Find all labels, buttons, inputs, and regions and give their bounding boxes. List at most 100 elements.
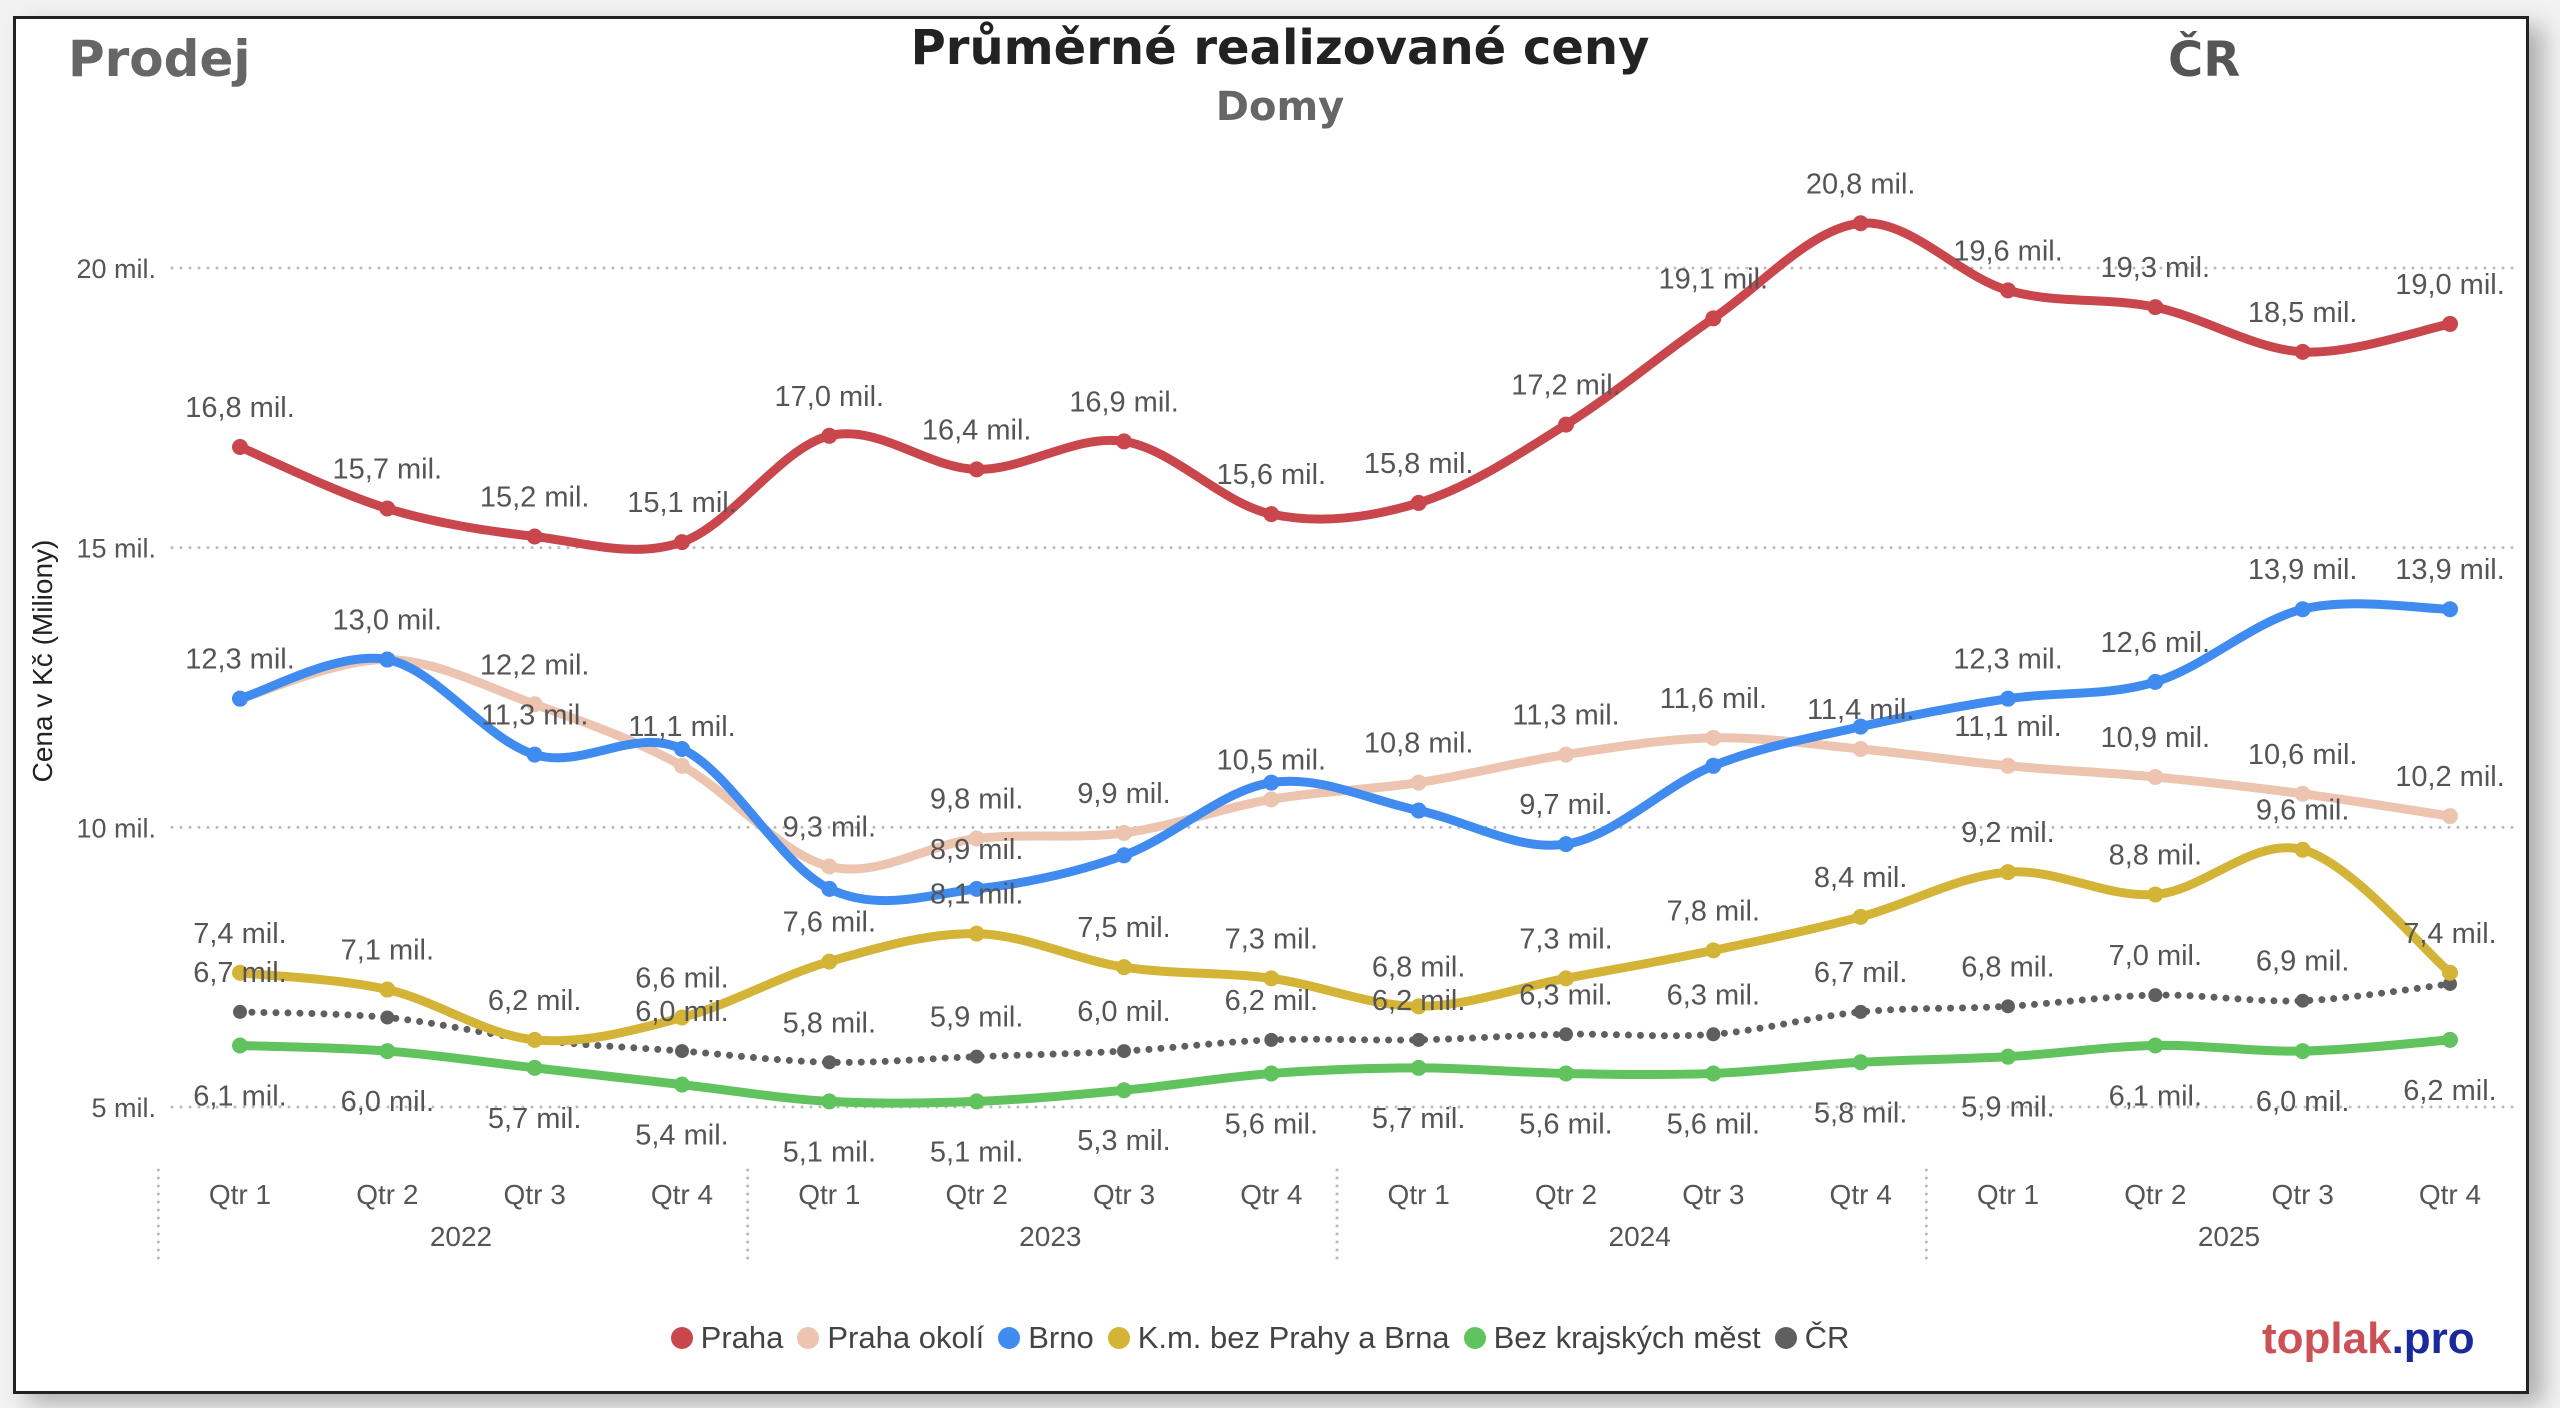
data-point[interactable] (2294, 601, 2311, 618)
data-point[interactable] (822, 1055, 837, 1070)
data-point[interactable] (379, 1043, 396, 1060)
data-point[interactable] (968, 880, 985, 897)
data-point[interactable] (2147, 886, 2164, 903)
data-point[interactable] (969, 1049, 984, 1064)
data-point[interactable] (232, 1037, 248, 1054)
data-point[interactable] (1263, 506, 1280, 523)
data-point[interactable] (1410, 494, 1427, 511)
legend-item[interactable]: K.m. bez Prahy a Brna (1107, 1320, 1450, 1356)
data-point[interactable] (674, 534, 690, 551)
data-point[interactable] (2000, 690, 2016, 707)
data-point[interactable] (675, 1044, 689, 1059)
data-point[interactable] (821, 1093, 838, 1110)
data-point[interactable] (2443, 976, 2457, 991)
data-point[interactable] (674, 1076, 690, 1093)
data-point[interactable] (2000, 1048, 2016, 1065)
data-point[interactable] (1705, 729, 1722, 746)
data-point[interactable] (1852, 1054, 1869, 1071)
legend-item[interactable]: Praha (670, 1320, 783, 1356)
data-point[interactable] (2442, 808, 2458, 825)
data-point[interactable] (1116, 433, 1132, 450)
data-point[interactable] (2001, 999, 2015, 1014)
data-point[interactable] (233, 1004, 247, 1019)
data-point[interactable] (526, 696, 543, 713)
data-point[interactable] (2442, 964, 2458, 981)
data-point[interactable] (2294, 1043, 2311, 1060)
data-point[interactable] (821, 427, 838, 444)
data-point[interactable] (968, 461, 985, 478)
data-point[interactable] (1558, 746, 1574, 763)
data-point[interactable] (1558, 836, 1574, 853)
data-point[interactable] (2148, 988, 2163, 1003)
data-point[interactable] (1705, 757, 1722, 774)
data-point[interactable] (526, 1059, 543, 1076)
data-point[interactable] (1558, 970, 1574, 987)
data-point[interactable] (1706, 1027, 1721, 1042)
data-point[interactable] (1853, 1004, 1868, 1019)
data-point[interactable] (379, 500, 396, 517)
data-point[interactable] (232, 438, 248, 455)
data-point[interactable] (2000, 757, 2016, 774)
data-point[interactable] (1116, 959, 1132, 976)
data-point[interactable] (2294, 785, 2311, 802)
data-point[interactable] (2147, 299, 2164, 316)
data-point[interactable] (2442, 315, 2458, 332)
data-point[interactable] (232, 690, 248, 707)
data-point[interactable] (1852, 741, 1869, 758)
data-point[interactable] (1263, 774, 1280, 791)
data-point[interactable] (1705, 942, 1722, 959)
data-point[interactable] (526, 1031, 543, 1048)
data-point[interactable] (526, 528, 543, 545)
data-point[interactable] (1411, 1032, 1426, 1047)
data-point[interactable] (1117, 1044, 1131, 1059)
data-point[interactable] (1410, 998, 1427, 1015)
data-point[interactable] (1559, 1027, 1573, 1042)
data-point[interactable] (1852, 908, 1869, 925)
data-point[interactable] (526, 746, 543, 763)
data-point[interactable] (1852, 718, 1869, 735)
data-point[interactable] (2000, 282, 2016, 299)
legend-item[interactable]: Brno (998, 1320, 1094, 1356)
data-point[interactable] (1410, 774, 1427, 791)
data-point[interactable] (2294, 841, 2311, 858)
data-point[interactable] (2442, 601, 2458, 618)
data-point[interactable] (1410, 1059, 1427, 1076)
data-point[interactable] (1558, 416, 1574, 433)
data-point[interactable] (379, 981, 396, 998)
data-point[interactable] (1116, 1082, 1132, 1099)
data-point[interactable] (968, 830, 985, 847)
data-point[interactable] (821, 953, 838, 970)
data-point[interactable] (1852, 215, 1869, 232)
data-point[interactable] (821, 880, 838, 897)
data-point[interactable] (1558, 1065, 1574, 1082)
data-point[interactable] (1264, 1032, 1279, 1047)
data-point[interactable] (1705, 1065, 1722, 1082)
data-point[interactable] (1263, 791, 1280, 808)
data-point[interactable] (821, 858, 838, 875)
data-point[interactable] (1410, 802, 1427, 819)
data-point[interactable] (1116, 824, 1132, 841)
data-point[interactable] (2000, 864, 2016, 881)
data-point[interactable] (1705, 310, 1722, 327)
data-point[interactable] (2295, 993, 2310, 1008)
data-point[interactable] (379, 651, 396, 668)
data-point[interactable] (674, 757, 690, 774)
data-point[interactable] (968, 925, 985, 942)
legend-item[interactable]: Bez krajských měst (1463, 1320, 1761, 1356)
data-point[interactable] (380, 1010, 395, 1025)
data-point[interactable] (2147, 673, 2164, 690)
data-point[interactable] (2147, 1037, 2164, 1054)
data-point[interactable] (1116, 847, 1132, 864)
brand-logo[interactable]: toplak.pro (2262, 1314, 2475, 1364)
data-point[interactable] (1263, 970, 1280, 987)
legend-item[interactable]: Praha okolí (797, 1320, 984, 1356)
data-point[interactable] (2442, 1031, 2458, 1048)
data-point[interactable] (1263, 1065, 1280, 1082)
data-point[interactable] (232, 964, 248, 981)
legend-item[interactable]: ČR (1774, 1320, 1849, 1356)
data-point[interactable] (2147, 768, 2164, 785)
data-point[interactable] (968, 1093, 985, 1110)
data-point[interactable] (674, 1009, 690, 1026)
data-point[interactable] (2294, 343, 2311, 360)
data-point[interactable] (674, 741, 690, 758)
